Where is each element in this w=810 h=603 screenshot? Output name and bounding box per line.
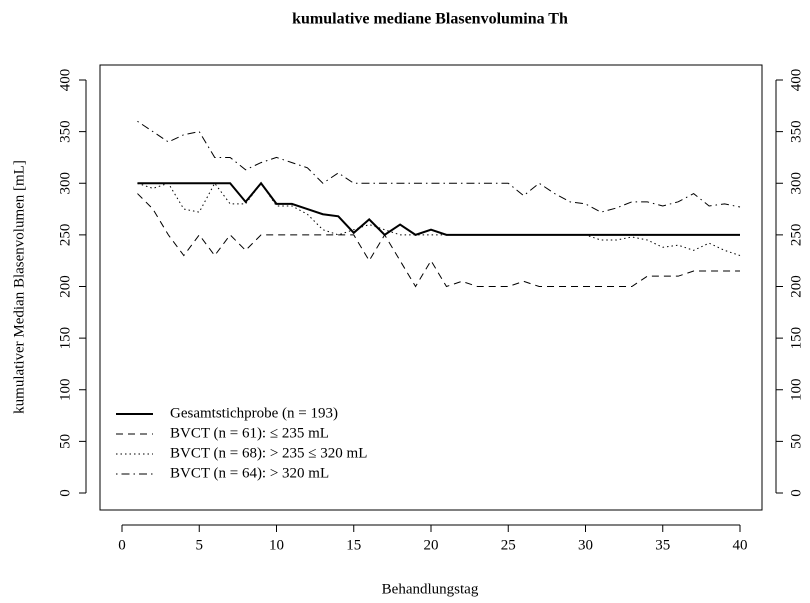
y2-tick-label: 150 — [788, 327, 804, 350]
x-tick-label: 0 — [118, 537, 126, 553]
y2-tick-label: 50 — [788, 434, 804, 449]
x-axis-label: Behandlungstag — [382, 581, 479, 597]
y2-tick-label: 250 — [788, 224, 804, 247]
x-tick-label: 25 — [501, 537, 516, 553]
y-tick-label: 50 — [57, 434, 73, 449]
legend-label: BVCT (n = 68): > 235 ≤ 320 mL — [170, 445, 367, 461]
y-axis-label: kumulativer Median Blasenvolumen [mL] — [11, 160, 27, 414]
x-tick-label: 20 — [424, 537, 439, 553]
y-tick-label: 350 — [57, 120, 73, 143]
chart-title: kumulative mediane Blasenvolumina Th — [292, 11, 568, 28]
y2-tick-label: 400 — [788, 69, 804, 92]
y-tick-label: 400 — [57, 69, 73, 92]
y-tick-label: 250 — [57, 224, 73, 247]
y2-tick-label: 0 — [788, 489, 804, 497]
x-tick-label: 30 — [578, 537, 593, 553]
x-tick-label: 35 — [655, 537, 670, 553]
y-tick-label: 200 — [57, 275, 73, 298]
plot-frame — [99, 64, 763, 511]
y2-tick-label: 100 — [788, 379, 804, 402]
line-series — [137, 182, 741, 256]
legend-label: Gesamtstichprobe (n = 193) — [170, 405, 338, 421]
y2-tick-label: 200 — [788, 275, 804, 298]
line-series — [137, 120, 741, 213]
y-tick-label: 150 — [57, 327, 73, 350]
x-tick-label: 15 — [346, 537, 361, 553]
legend-label: BVCT (n = 61): ≤ 235 mL — [170, 425, 329, 441]
y-tick-label: 0 — [57, 489, 73, 497]
y-tick-label: 100 — [57, 379, 73, 402]
x-tick-label: 5 — [196, 537, 204, 553]
y2-tick-label: 350 — [788, 120, 804, 143]
line-series — [137, 193, 740, 288]
y-tick-label: 300 — [57, 172, 73, 195]
x-tick-label: 40 — [733, 537, 748, 553]
y2-tick-label: 300 — [788, 172, 804, 195]
x-tick-label: 10 — [269, 537, 284, 553]
legend-label: BVCT (n = 64): > 320 mL — [170, 465, 329, 481]
line-series — [137, 181, 740, 237]
